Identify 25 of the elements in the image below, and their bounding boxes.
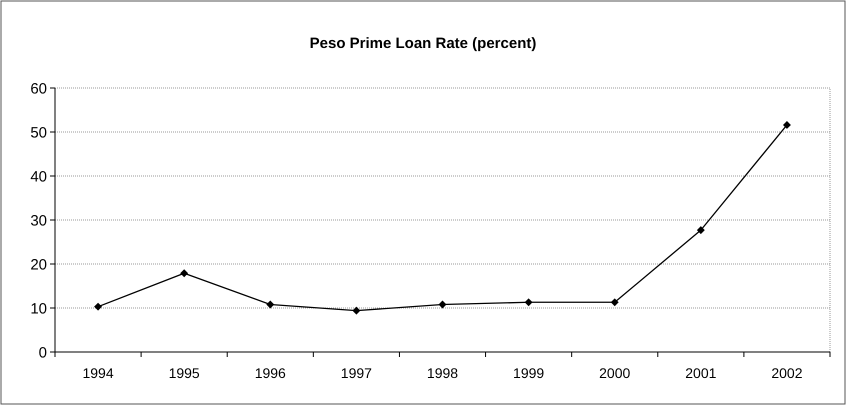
- x-tick-label: 1999: [513, 365, 544, 381]
- y-tick-label: 30: [30, 212, 47, 230]
- x-tick-label: 1995: [168, 365, 200, 381]
- point: [524, 298, 533, 306]
- x-tick-label: 1998: [426, 365, 458, 381]
- y-tick-label: 40: [30, 168, 47, 186]
- x-tick-label: 1997: [340, 365, 372, 381]
- point: [610, 298, 619, 306]
- y-tick-label: 50: [30, 124, 47, 142]
- x-tick-label: 2001: [685, 365, 717, 381]
- y-tick-label: 0: [38, 344, 47, 362]
- y-tick-label: 10: [30, 300, 47, 318]
- point: [352, 306, 360, 315]
- x-tick-label: 1996: [254, 365, 286, 381]
- point: [180, 269, 188, 278]
- y-tick-label: 20: [30, 256, 47, 274]
- x-tick-label: 2000: [599, 365, 631, 381]
- y-tick-label: 60: [30, 80, 47, 98]
- point: [782, 121, 791, 129]
- chart-title: Peso Prime Loan Rate (percent): [310, 35, 536, 52]
- point: [94, 302, 102, 311]
- point: [696, 226, 705, 234]
- x-tick-label: 2002: [771, 365, 803, 381]
- point: [266, 300, 274, 308]
- x-tick-label: 1994: [82, 365, 114, 381]
